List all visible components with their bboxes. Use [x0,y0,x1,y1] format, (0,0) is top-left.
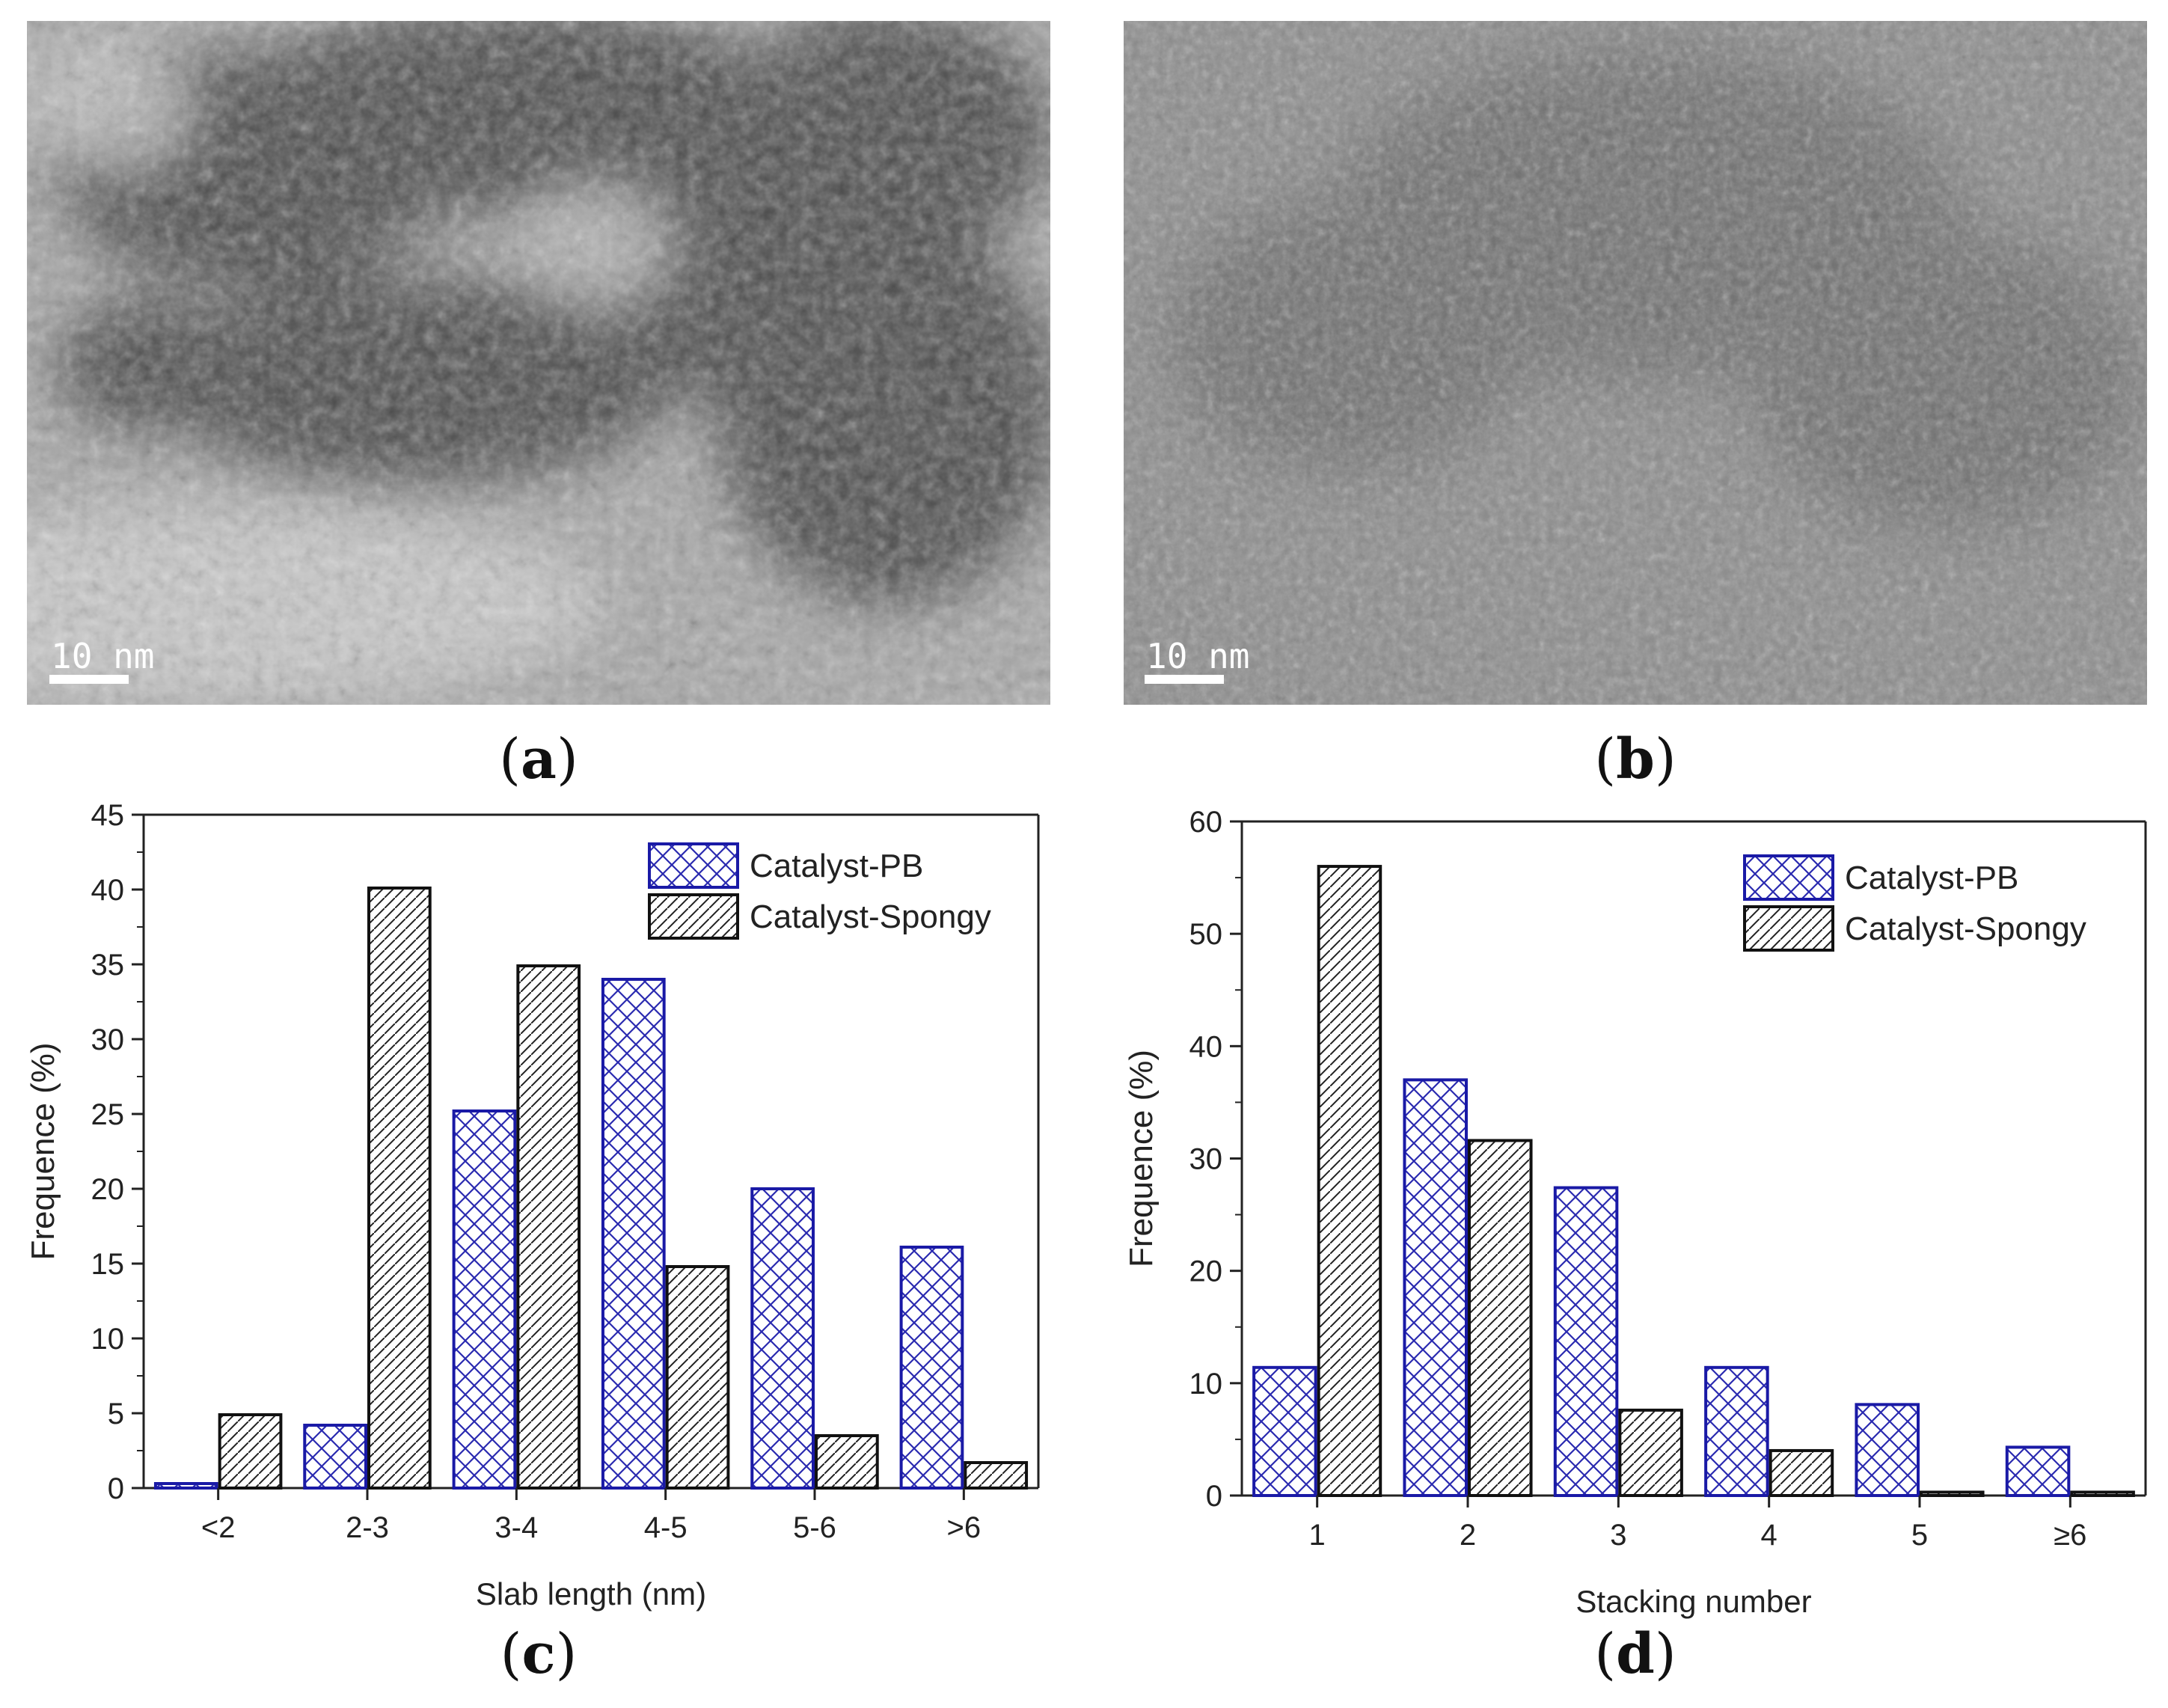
x-tick-label: <2 [201,1511,236,1544]
x-tick-label: >6 [947,1511,982,1544]
bar-pb-3 [601,978,666,1490]
bar-spongy-4 [1920,1490,1985,1497]
bar-spongy-3 [665,1265,730,1490]
panel-letter-a: a [521,727,557,792]
x-tick-label: 3 [1610,1519,1626,1552]
y-tick-label: 20 [91,1173,125,1206]
chart-d: 0 10 20 30 40 50 60 1 2 3 4 5 ≥6 Stacking number Frequ… [1123,806,2147,1619]
y-tick-label: 40 [1189,1030,1223,1063]
y-tick-label: 0 [1206,1480,1222,1513]
bar-pb-3 [1704,1365,1769,1497]
bar-spongy-3 [1769,1448,1834,1498]
bar-spongy-1 [367,887,432,1490]
bar-pb-5 [2005,1445,2071,1498]
legend-swatch-pb [648,842,739,889]
panel-letter-b: b [1616,727,1655,792]
micrograph-b: 10 nm [1124,21,2147,705]
panel-letter-d: d [1616,1622,1655,1686]
x-tick-label: 4-5 [644,1511,688,1544]
bar-spongy-1 [1468,1139,1533,1497]
x-tick-label: 5 [1911,1519,1928,1552]
legend-label-spongy: Catalyst-Spongy [750,899,991,935]
y-tick-label: 45 [91,799,125,832]
y-tick-label: 30 [1189,1143,1223,1176]
y-tick-label: 35 [91,949,125,982]
legend-label-pb: Catalyst-PB [1845,860,2018,896]
bar-pb-2 [1553,1186,1619,1497]
bar-spongy-0 [218,1413,283,1490]
x-axis-label: Stacking number [1576,1584,1811,1619]
scalebar-b [1145,675,1224,684]
panel-label-c: (c) [500,1622,578,1686]
bar-spongy-2 [1618,1408,1683,1498]
y-tick-label: 40 [91,874,125,907]
scalebar-label-a: 10 nm [51,636,155,676]
y-tick-label: 15 [91,1248,125,1281]
bar-spongy-2 [516,964,581,1490]
x-axis-label: Slab length (nm) [476,1576,706,1611]
panel-label-b: (b) [1594,727,1676,792]
bar-pb-1 [1403,1078,1469,1497]
panel-label-a: (a) [499,727,578,792]
x-tick-label: 2-3 [346,1511,389,1544]
bar-pb-4 [1855,1403,1920,1497]
scalebar-a [49,675,129,684]
legend-swatch-pb [1743,854,1834,901]
micrograph-a: 10 nm [27,21,1050,705]
micrograph-b-image [1124,21,2147,705]
x-tick-label: 1 [1309,1519,1326,1552]
x-tick-label: 4 [1761,1519,1777,1552]
legend-label-pb: Catalyst-PB [750,848,923,884]
legend-swatch-spongy [1743,905,1834,952]
bar-pb-0 [153,1482,218,1490]
y-tick-label: 20 [1189,1255,1223,1288]
scalebar-label-b: 10 nm [1146,636,1250,676]
legend-swatch-spongy [648,893,739,940]
legend-label-spongy: Catalyst-Spongy [1845,910,2086,947]
bar-pb-1 [303,1424,368,1490]
y-tick-label: 0 [108,1472,124,1505]
bar-pb-5 [899,1246,964,1490]
chart-c: 0 5 10 15 20 25 30 35 40 45 <2 2-3 3-4 4-5 5-6 >6 Slab l… [25,799,1040,1611]
bar-pb-2 [452,1109,517,1490]
bar-spongy-0 [1317,865,1382,1498]
y-tick-label: 50 [1189,918,1223,951]
panel-label-d: (d) [1594,1622,1676,1686]
y-tick-label: 30 [91,1023,125,1056]
x-tick-label: 5-6 [793,1511,836,1544]
y-tick-label: 10 [1189,1368,1223,1401]
y-tick-label: 25 [91,1098,125,1131]
y-tick-label: 5 [108,1398,124,1430]
x-tick-label: 3-4 [494,1511,538,1544]
y-tick-label: 60 [1189,806,1223,839]
bar-spongy-5 [964,1461,1029,1490]
y-tick-label: 10 [91,1323,125,1356]
y-axis-label: Frequence (%) [25,1042,61,1260]
y-axis-label: Frequence (%) [1123,1050,1160,1267]
x-tick-label: ≥6 [2054,1519,2086,1552]
micrograph-a-image [27,21,1050,705]
bar-spongy-4 [815,1434,879,1490]
bar-pb-0 [1252,1365,1317,1497]
x-tick-label: 2 [1460,1519,1476,1552]
panel-letter-c: c [521,1622,556,1686]
bar-spongy-5 [2070,1490,2135,1497]
bar-pb-4 [750,1187,815,1490]
